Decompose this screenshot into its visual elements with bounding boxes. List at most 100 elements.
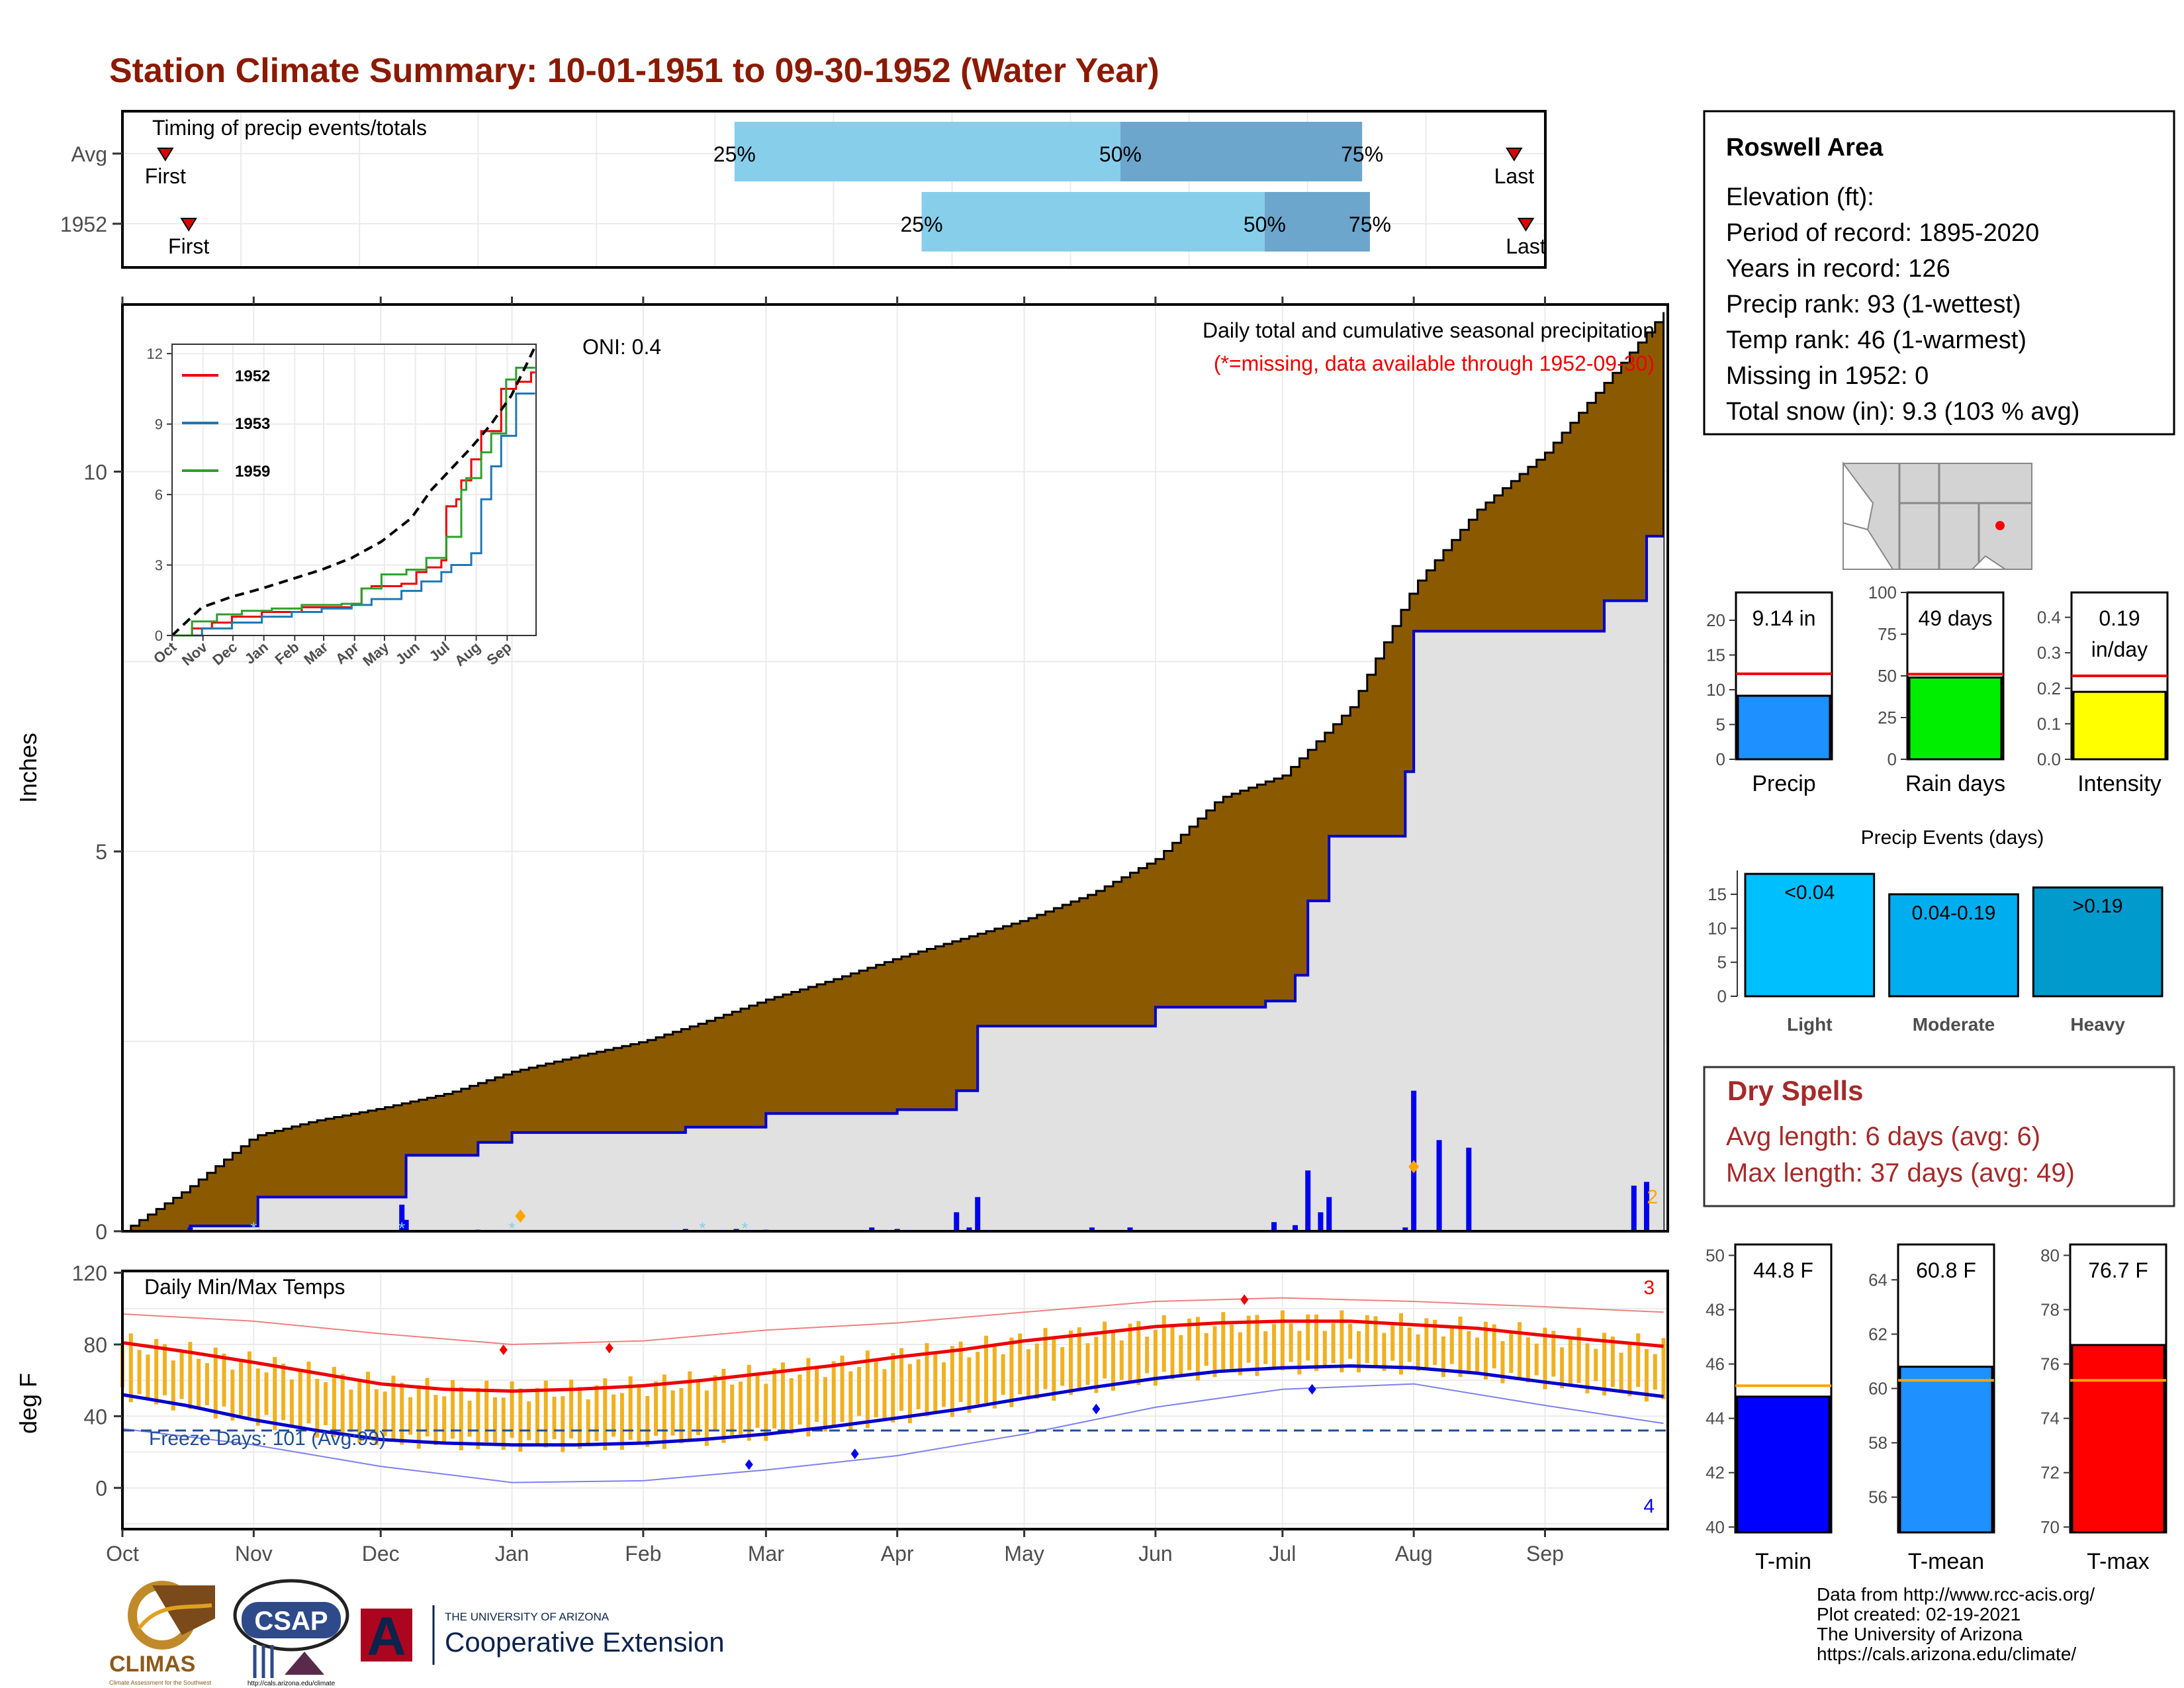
daily-temp-range-bar (942, 1362, 946, 1407)
credit-university: The University of Arizona (1817, 1624, 2023, 1644)
daily-temp-range-bar (992, 1345, 997, 1409)
dry-spells-avg: Avg length: 6 days (avg: 6) (1726, 1122, 2040, 1151)
daily-temp-range-bar (1119, 1340, 1124, 1380)
obs-cumulative-line (122, 535, 1664, 1233)
station-detail-line: Period of record: 1895-2020 (1726, 219, 2039, 247)
daily-temp-range-bar (374, 1389, 379, 1445)
tmax-value-label: 76.7 F (2088, 1258, 2148, 1282)
summary-chart-tmean: 56 58 60 62 64 60.8 F T-mean (1868, 1243, 1995, 1574)
rain-days-category-label: Rain days (1905, 771, 2005, 796)
daily-precip-bar (1466, 1147, 1472, 1231)
ua-small-text: THE UNIVERSITY OF ARIZONA (445, 1611, 610, 1623)
daily-temp-range-bar (1187, 1318, 1192, 1370)
daily-temp-range-bar (662, 1374, 666, 1449)
month-tick-label: Apr (881, 1542, 914, 1566)
record-high-marker (499, 1344, 508, 1356)
inset-legend: 1952 1953 1959 (182, 367, 270, 481)
precip-events-y-tick-label: 0 (1717, 986, 1727, 1006)
record-precip-marker (515, 1209, 526, 1223)
inset-legend-label: 1953 (235, 415, 270, 433)
daily-temp-range-bar (1534, 1343, 1539, 1376)
timing-last-label: Last (1494, 164, 1535, 188)
timing-first-marker (157, 148, 174, 162)
temp-y-tick-label: 80 (83, 1333, 107, 1357)
climas-logo-subtext: Climate Assessment for the Southwest (109, 1679, 212, 1686)
inset-x-tick-label: Jun (392, 639, 423, 668)
precip-events-bar-label: 0.04-0.19 (1912, 902, 1996, 924)
month-tick-label: Feb (625, 1542, 661, 1566)
daily-temp-range-bar (603, 1378, 608, 1450)
daily-temp-range-bar (1306, 1314, 1310, 1361)
oni-label: ONI: 0.4 (582, 335, 661, 359)
daily-precip-bar (1089, 1227, 1095, 1231)
daily-precip-bar (399, 1204, 405, 1231)
daily-temp-range-bar (484, 1380, 489, 1442)
daily-temp-range-bar (501, 1397, 506, 1450)
intensity-value-label: 0.19 (2099, 606, 2140, 630)
timing-last-label: Last (1506, 234, 1546, 258)
timing-last-marker (1517, 218, 1535, 232)
ua-mark-letter: A (367, 1607, 406, 1667)
daily-temp-range-bar (179, 1350, 184, 1399)
precip-total-bar (1737, 694, 1831, 761)
daily-temp-range-bar (755, 1373, 760, 1428)
precip-y-axis: 0 5 10 (83, 297, 1546, 1244)
daily-temp-range-bar (1170, 1327, 1175, 1380)
tmean-y-tick-label: 62 (1868, 1324, 1888, 1344)
tmean-value-label: 60.8 F (1916, 1258, 1976, 1282)
csap-url: http://cals.arizona.edu/climate (248, 1680, 336, 1687)
daily-precip-bar (954, 1212, 960, 1231)
tmin-y-tick-label: 40 (1706, 1517, 1725, 1537)
rain-days-y-tick-label: 75 (1878, 624, 1897, 644)
daily-temp-range-bar (416, 1385, 421, 1449)
timing-row-label: Avg (71, 142, 107, 166)
inset-y-tick-label: 12 (147, 346, 163, 362)
daily-temp-range-bar (1289, 1323, 1293, 1362)
timing-first-marker (180, 218, 197, 232)
csap-banner (242, 1602, 341, 1638)
temp-layers (120, 1294, 1666, 1483)
precip-panel-title: Daily total and cumulative seasonal prec… (1203, 318, 1655, 342)
daily-temp-range-bar (518, 1388, 523, 1452)
daily-temp-range-bar (205, 1363, 209, 1405)
inset-x-tick-label: May (359, 638, 392, 669)
precip-total-value-label: 9.14 in (1752, 606, 1815, 630)
daily-temp-range-bar (1475, 1337, 1480, 1372)
daily-temp-range-bar (1373, 1316, 1378, 1367)
timing-bar-50-75 (1264, 192, 1370, 252)
daily-temp-range-bar (569, 1380, 574, 1438)
daily-temp-range-bar (255, 1368, 260, 1426)
daily-temp-range-bar (1543, 1327, 1547, 1389)
timing-first-label: First (168, 234, 209, 258)
daily-temp-range-bar (1094, 1336, 1099, 1393)
locator-map (1843, 461, 2032, 570)
daily-temp-range-bar (332, 1366, 336, 1437)
snow-marker: * (250, 1218, 257, 1238)
daily-temp-range-bar (1009, 1337, 1014, 1407)
daily-temp-range-bar (1272, 1324, 1277, 1370)
record-max-line (122, 1297, 1664, 1346)
daily-temp-range-bar (806, 1358, 811, 1436)
month-axis: Oct Nov Dec Jan Feb Mar Apr May Jun Jul Aug Sep (106, 1529, 1564, 1566)
tmax-y-tick-label: 76 (2040, 1354, 2060, 1374)
timing-title: Timing of precip events/totals (152, 116, 427, 140)
record-min-line (122, 1383, 1664, 1483)
inset-x-tick-label: Sep (484, 639, 515, 669)
daily-temp-range-bar (1238, 1332, 1242, 1376)
daily-temp-range-bar (425, 1378, 430, 1436)
map-border-notch (1970, 555, 2008, 570)
record-high-count: 3 (1643, 1277, 1655, 1299)
timing-first-label: First (145, 164, 186, 188)
daily-temp-range-bar (1221, 1312, 1226, 1370)
inset-x-tick-label: Mar (300, 638, 331, 668)
tmin-average-line (122, 1364, 1664, 1447)
daily-temp-range-bar (1034, 1343, 1039, 1399)
daily-temp-range-bar (1136, 1321, 1141, 1385)
daily-temp-range-bar (1483, 1321, 1488, 1380)
daily-temp-range-bar (137, 1350, 142, 1395)
timing-bar-25-50 (734, 122, 1120, 181)
csap-logo: CSAP http://cals.arizona.edu/climate (233, 1579, 349, 1687)
daily-temp-range-bar (289, 1379, 294, 1428)
daily-temp-range-bar (637, 1384, 641, 1443)
credit-data-source: Data from http://www.rcc-acis.org/ (1817, 1584, 2095, 1605)
